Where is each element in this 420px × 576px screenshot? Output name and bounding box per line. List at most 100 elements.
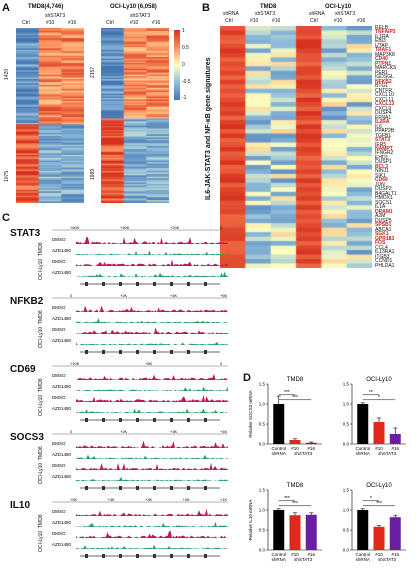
scale-label-3: 0 — [182, 62, 185, 68]
y-tick-label: 0.5 — [343, 422, 350, 427]
x-label-10: #10 — [291, 446, 299, 451]
panel-a-left-col1: Ctrl — [22, 20, 30, 26]
panel-b-col5: #10 — [334, 18, 343, 24]
track-treatment-label: AZD1480 — [52, 520, 72, 525]
x-label-shrna: shRNA — [356, 557, 370, 562]
hmA2-canvas — [101, 28, 169, 203]
track-treatment-label: DMSO — [52, 305, 66, 310]
y-tick-label: 1.5 — [259, 488, 266, 493]
x-label-shstat3: shSTAT3 — [378, 557, 397, 562]
panel-a-label: A — [2, 2, 10, 14]
bar — [289, 515, 301, 550]
track-scale-label: +4K — [170, 294, 178, 298]
track-svg: 0 +2K +3K +4K DMSO AZD1480 DMSO AZD1480 — [52, 430, 228, 490]
panel-d-label: D — [243, 372, 251, 384]
gene-label: PTPN1 — [375, 60, 392, 67]
gene-label: EHD1 — [375, 154, 389, 161]
gene-label: DUSP5 — [375, 217, 392, 224]
bar — [389, 434, 401, 444]
gene-label: A2M — [375, 213, 386, 220]
x-label-shstat3: shSTAT3 — [294, 451, 313, 456]
sig-label: *** — [284, 496, 290, 502]
track-scale-label: +1K — [220, 498, 228, 502]
track-treatment-label: DMSO — [52, 441, 66, 446]
track-treatment-label: DMSO — [52, 395, 66, 400]
gene-label: TRAF1 — [375, 47, 392, 54]
sig-label: *** — [376, 501, 382, 507]
gene-label: NAMPT — [375, 146, 393, 152]
gene-label: MAP3K8 — [375, 51, 395, 58]
bar — [273, 510, 285, 550]
gene-label: MARCKS — [375, 65, 397, 72]
panel-a-left-col2: #10 — [46, 20, 55, 26]
gene-label: DUSP1 — [375, 159, 392, 166]
track-scale-label: +2K — [183, 498, 191, 502]
track-treatment-label: DMSO — [52, 463, 66, 468]
gene-label: EFNA1 — [375, 114, 392, 121]
track-scale-label: +40K — [120, 226, 130, 230]
track-treatment-label: AZD1480 — [52, 542, 72, 547]
chart-title: OCI-Ly10 — [366, 377, 392, 383]
track-gene-name: CD69 — [10, 364, 36, 375]
track-treatment-label: DMSO — [52, 373, 66, 378]
panel-a-left-col3: #16 — [68, 20, 77, 26]
panel-a-left-count-bottom: 1075 — [4, 170, 10, 182]
gene-label: IL13RA1 — [375, 249, 395, 256]
gene-label: FOS — [375, 240, 386, 247]
track-scale-label: 0 — [220, 226, 223, 230]
gene-label: CXCL10 — [375, 92, 394, 99]
sig-label: *** — [292, 395, 298, 401]
y-tick-label: 1.0 — [259, 508, 266, 513]
panel-b-sh-1: shSTAT3 — [255, 11, 276, 17]
bar — [373, 422, 385, 444]
track-treatment-label: DMSO — [52, 237, 66, 242]
scale-label-1: 1 — [182, 28, 185, 34]
y-tick-label: 0.0 — [343, 442, 350, 447]
gene-label: TNFAIP3 — [375, 29, 396, 36]
gene-label: DUSP4 — [375, 110, 392, 117]
track-svg: +5K +4K +3K +2K +1K DMSO AZD1480 DMSO AZD1480 — [52, 498, 228, 558]
y-tick-label: 0.5 — [259, 528, 266, 533]
gene-list: RELB TNFAIP3 IL1RA EBI3 UTAP TRAF1 MAP3K8 CD40 P… — [375, 26, 420, 269]
panel-b-col1: Ctrl — [225, 18, 233, 24]
track-cell-label: OCI-Ly10 — [38, 462, 44, 484]
track-scale-label: 0 — [220, 362, 223, 366]
y-axis-label: Relative IL10 mRNA — [248, 500, 253, 541]
track-treatment-label: DMSO — [52, 509, 66, 514]
gene-label: CCL4 — [375, 244, 388, 251]
bar — [357, 404, 369, 444]
x-label-shstat3: shSTAT3 — [378, 451, 397, 456]
panel-a-right-col1: Ctrl — [106, 20, 114, 26]
x-label-control: Control — [355, 446, 370, 451]
gene-label: DUSP2 — [375, 186, 392, 193]
track-treatment-label: DMSO — [52, 531, 66, 536]
gene-label: JUN — [375, 181, 385, 188]
x-label-16: #16 — [307, 446, 315, 451]
panel-b-shrna-1: shRNA — [223, 11, 239, 17]
gene-label: STAT3 — [375, 137, 391, 144]
y-tick-label: 0.0 — [259, 442, 266, 447]
color-scale-bar — [174, 30, 180, 100]
gene-label: IL1RA — [375, 33, 389, 40]
hmB-canvas — [220, 26, 372, 268]
track-scale-label: +60K — [70, 226, 80, 230]
track-svg: +60K +40K +20K 0 DMSO AZD1480 DMSO AZD1480 — [52, 226, 228, 286]
track-scale-label: +3K — [170, 430, 178, 434]
y-tick-label: 0.5 — [259, 422, 266, 427]
track-scale-label: +5K — [70, 498, 78, 502]
panel-b-side-label: IL6-JAK-STAT3 and NF-κB gene signatures — [205, 57, 212, 201]
y-tick-label: 1.5 — [259, 382, 266, 387]
panel-a-left-title: TMD8(4,746) — [28, 4, 64, 10]
track-treatment-label: AZD1480 — [52, 452, 72, 457]
panel-b-shrna-2: shRNA — [309, 11, 325, 17]
y-tick-label: 0.0 — [259, 548, 266, 553]
bar — [373, 526, 385, 550]
panel-a-right-count-top: 2157 — [90, 66, 96, 78]
track-scale-label: +4K — [220, 430, 228, 434]
track-treatment-label: AZD1480 — [52, 384, 72, 389]
gene-label: IL1A — [375, 204, 386, 211]
track-gene-name: NFKB2 — [10, 296, 44, 307]
gene-label: NFKB2 — [375, 78, 392, 85]
bar — [389, 517, 401, 550]
y-tick-label: 1.0 — [343, 402, 350, 407]
